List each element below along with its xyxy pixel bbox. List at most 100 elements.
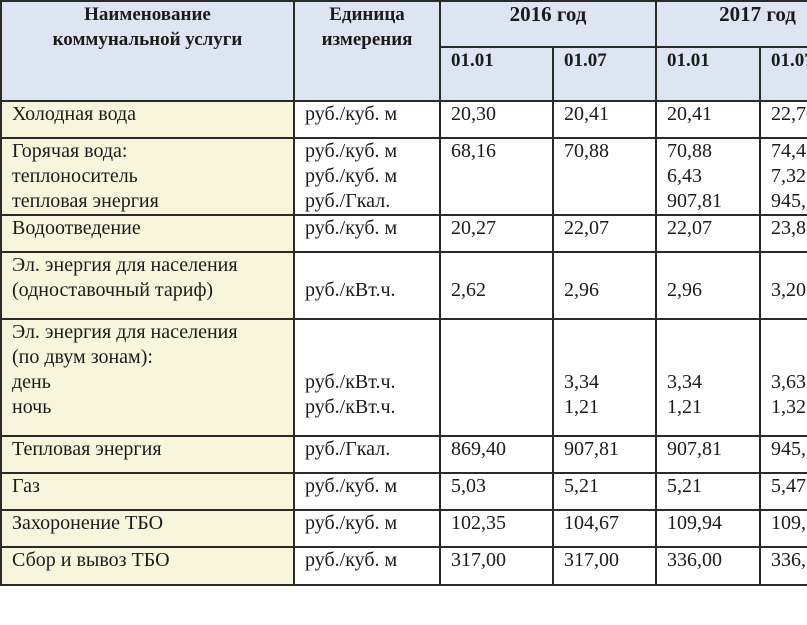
- value-2016-jul: 104,67: [552, 509, 657, 548]
- value-2017-jan-line: 2,96: [667, 279, 702, 301]
- table-row: Водоотведение руб./куб. м 20,27 22,07 22,07 2…: [0, 214, 807, 253]
- header-year-2017: 2017 год: [655, 0, 807, 48]
- service-name-cell-line: (по двум зонам):: [12, 346, 153, 368]
- service-name-cell-line: (одноставочный тариф): [12, 279, 214, 301]
- value-2016-jul-line: [564, 164, 645, 189]
- unit-cell: руб./Гкал.: [293, 435, 441, 474]
- service-name-cell: Сбор и вывоз ТБО: [0, 546, 295, 586]
- header-unit: Единица измерения: [293, 0, 441, 102]
- header-year-2016: 2016 год: [439, 0, 657, 48]
- header-service-name-line: коммунальной услуги: [52, 29, 243, 50]
- value-2017-jul-line: [771, 345, 807, 370]
- utility-tariff-table: Наименование коммунальной услуги Единица…: [0, 0, 807, 586]
- unit-cell-line: [305, 345, 429, 370]
- value-2017-jan-line: 22,07: [667, 217, 712, 239]
- value-2016-jan-line: 869,40: [451, 438, 506, 460]
- service-name-cell-line: Сбор и вывоз ТБО: [12, 549, 170, 571]
- value-2017-jul-line: 7,32: [771, 165, 806, 187]
- value-2016-jul-line: [564, 189, 645, 213]
- value-2017-jul-line: 22,70: [771, 103, 807, 125]
- service-name-cell-line: день: [12, 371, 51, 393]
- value-2017-jul: 22,70: [759, 100, 807, 139]
- table-row: Тепловая энергия руб./Гкал. 869,40 907,81 90…: [0, 435, 807, 474]
- value-2017-jan-line: 109,94: [667, 512, 722, 534]
- value-2017-jul-line: 74,4: [771, 140, 806, 162]
- table-row: Захоронение ТБО руб./куб. м 102,35 104,67 10…: [0, 509, 807, 548]
- value-2017-jan-line: 336,00: [667, 549, 722, 571]
- unit-cell-line: руб./куб. м: [305, 475, 398, 497]
- value-2017-jan: 3,34 1,21: [655, 318, 761, 437]
- service-name-cell-line: Водоотведение: [12, 217, 141, 239]
- value-2016-jan: 20,27: [439, 214, 554, 253]
- value-2017-jul-line: 945,: [771, 190, 806, 212]
- value-2016-jul-line: 20,41: [564, 103, 609, 125]
- unit-cell: руб./куб. м: [293, 214, 441, 253]
- value-2016-jul-line: 104,67: [564, 512, 619, 534]
- table-row: Эл. энергия для населения (одноставочный …: [0, 251, 807, 320]
- unit-cell-line: руб./кВт.ч.: [305, 371, 396, 393]
- unit-cell: руб./куб. м: [293, 472, 441, 511]
- value-2016-jul-line: 317,00: [564, 549, 619, 571]
- value-2016-jan-line: 20,27: [451, 217, 496, 239]
- value-2016-jul-line: 70,88: [564, 140, 609, 162]
- value-2017-jul-line: 3,63: [771, 371, 806, 393]
- service-name-cell-line: Холодная вода: [12, 103, 137, 125]
- header-unit-line: Единица: [329, 4, 405, 25]
- unit-cell-line: [305, 254, 429, 278]
- value-2016-jan-line: [451, 395, 542, 420]
- table-row: Холодная вода руб./куб. м 20,30 20,41 20,41 2…: [0, 100, 807, 139]
- value-2016-jan-line: 5,03: [451, 475, 486, 497]
- service-name-cell-line: Тепловая энергия: [12, 438, 162, 460]
- value-2016-jan: 68,16: [439, 137, 554, 216]
- header-unit-line: измерения: [321, 29, 413, 50]
- service-name-cell-line: Горячая вода:: [12, 140, 128, 162]
- value-2016-jan-line: [451, 345, 542, 370]
- unit-cell-line: руб./Гкал.: [305, 190, 391, 212]
- value-2017-jan-line: 1,21: [667, 396, 702, 418]
- value-2017-jul-line: 5,47: [771, 475, 806, 497]
- value-2017-jul: 74,4 7,32 945,: [759, 137, 807, 216]
- value-2017-jul: 3,20: [759, 251, 807, 320]
- service-name-cell-line: тепловая энергия: [12, 190, 159, 212]
- table-row: Сбор и вывоз ТБО руб./куб. м 317,00 317,00 3…: [0, 546, 807, 586]
- service-name-cell-line: ночь: [12, 396, 52, 418]
- value-2016-jan-line: [451, 321, 542, 345]
- value-2016-jan: 869,40: [439, 435, 554, 474]
- value-2016-jul-line: [564, 254, 645, 278]
- header-date-2017-jul: 01.07: [759, 46, 807, 102]
- value-2017-jul-line: [771, 254, 807, 278]
- value-2017-jan-line: [667, 254, 749, 278]
- header-row-top: Наименование коммунальной услуги Единица…: [0, 0, 807, 102]
- value-2017-jan-line: 5,21: [667, 475, 702, 497]
- unit-cell-line: [305, 321, 429, 345]
- service-name-cell: Тепловая энергия: [0, 435, 295, 474]
- unit-cell: руб./куб. м: [293, 546, 441, 586]
- value-2016-jul: 20,41: [552, 100, 657, 139]
- value-2017-jul: 3,63 1,32: [759, 318, 807, 437]
- table-row: Горячая вода: теплоноситель тепловая энерг…: [0, 137, 807, 216]
- service-name-cell-line: Эл. энергия для населения: [12, 321, 238, 343]
- unit-cell: руб./кВт.ч. руб./кВт.ч.: [293, 318, 441, 437]
- unit-cell-line: руб./куб. м: [305, 165, 398, 187]
- value-2017-jan-line: 6,43: [667, 165, 702, 187]
- unit-cell-line: руб./куб. м: [305, 512, 398, 534]
- value-2016-jul-line: 5,21: [564, 475, 599, 497]
- value-2017-jul-line: 945,: [771, 438, 806, 460]
- value-2016-jan: 20,30: [439, 100, 554, 139]
- value-2017-jul-line: 109,: [771, 512, 806, 534]
- unit-cell: руб./куб. м: [293, 509, 441, 548]
- value-2016-jul-line: 3,34: [564, 371, 599, 393]
- unit-cell-line: руб./кВт.ч.: [305, 279, 396, 301]
- value-2017-jul-line: [771, 321, 807, 345]
- unit-cell: руб./куб. м руб./куб. м руб./Гкал.: [293, 137, 441, 216]
- value-2016-jan-line: 68,16: [451, 140, 496, 162]
- value-2017-jul: 336,: [759, 546, 807, 586]
- value-2017-jul-line: 1,32: [771, 396, 806, 418]
- value-2017-jan-line: 20,41: [667, 103, 712, 125]
- service-name-cell: Холодная вода: [0, 100, 295, 139]
- value-2017-jan: 20,41: [655, 100, 761, 139]
- service-name-cell: Горячая вода: теплоноситель тепловая энерг…: [0, 137, 295, 216]
- value-2017-jan-line: [667, 321, 749, 345]
- value-2016-jul: 907,81: [552, 435, 657, 474]
- value-2016-jan-line: [451, 189, 542, 213]
